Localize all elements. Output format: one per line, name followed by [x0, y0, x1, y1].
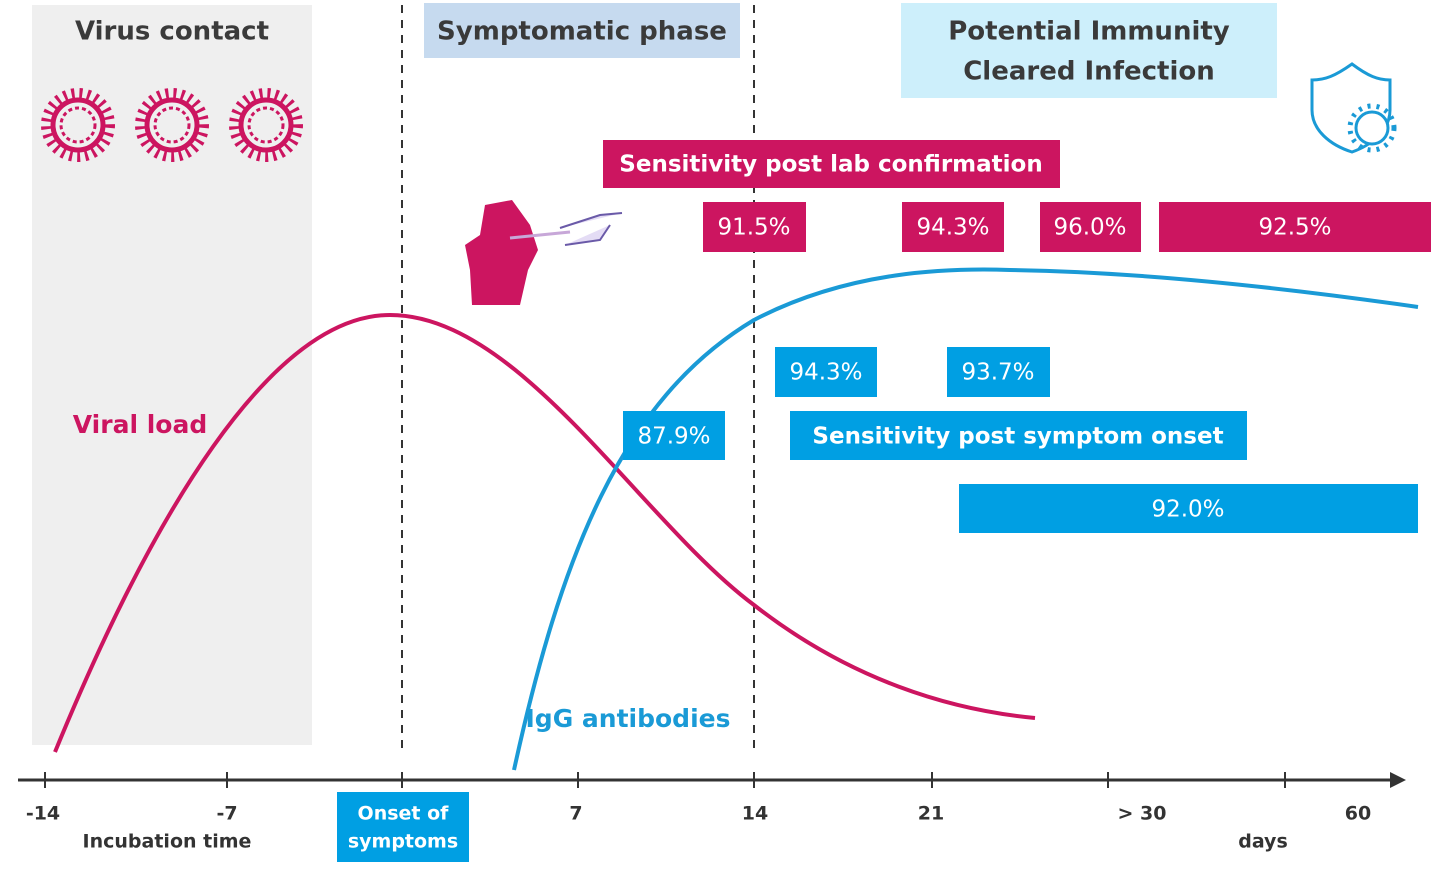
viral-load-curve	[53, 312, 1036, 753]
onset-box	[947, 347, 1050, 397]
lab-title: Sensitivity post lab confirmation	[619, 152, 1042, 178]
tick-label: 60	[1345, 803, 1371, 825]
days-label: days	[1238, 831, 1288, 853]
igg-label: IgG antibodies	[526, 704, 731, 733]
virus-contact-region	[32, 5, 312, 745]
lab-box	[703, 202, 806, 252]
lab-value: 96.0%	[1053, 215, 1126, 241]
onset-marker: Onset of	[358, 803, 450, 825]
lab-value: 94.3%	[916, 215, 989, 241]
axis-arrow	[1390, 772, 1406, 788]
onset-value: 92.0%	[1151, 497, 1224, 523]
onset-title-box	[790, 411, 1247, 460]
phase-label: Cleared Infection	[963, 57, 1215, 87]
swab-icon	[465, 200, 623, 305]
axis-ticks	[44, 772, 1286, 788]
onset-value: 87.9%	[637, 424, 710, 450]
phase-label: Potential Immunity	[948, 17, 1230, 47]
onset-value: 93.7%	[961, 360, 1034, 386]
phase-label: Virus contact	[75, 17, 269, 47]
viral-load-label: Viral load	[73, 410, 207, 439]
lab-box	[1159, 202, 1431, 252]
lab-value: 92.5%	[1258, 215, 1331, 241]
incubation-label: Incubation time	[83, 831, 252, 853]
igg-curve	[512, 267, 1419, 771]
onset-title: Sensitivity post symptom onset	[812, 424, 1223, 450]
immunity-box	[901, 3, 1277, 98]
tick-label: 21	[918, 803, 944, 825]
tick-label: -14	[26, 803, 60, 825]
tick-label: -7	[216, 803, 237, 825]
tick-label: 7	[569, 803, 582, 825]
virus-icons	[41, 88, 303, 162]
shield-icon	[1310, 62, 1397, 154]
onset-box	[959, 484, 1418, 533]
tick-label: 14	[742, 803, 768, 825]
onset-marker: symptoms	[348, 831, 458, 853]
onset-marker-box	[337, 792, 469, 862]
lab-box	[1040, 202, 1141, 252]
lab-value: 91.5%	[717, 215, 790, 241]
phase-label: Symptomatic phase	[437, 17, 727, 47]
onset-value: 94.3%	[789, 360, 862, 386]
tick-label: > 30	[1118, 803, 1167, 825]
lab-title-box	[603, 140, 1060, 188]
onset-box	[775, 347, 877, 397]
lab-box	[902, 202, 1004, 252]
onset-box	[623, 411, 725, 460]
symptomatic-box	[424, 3, 740, 58]
